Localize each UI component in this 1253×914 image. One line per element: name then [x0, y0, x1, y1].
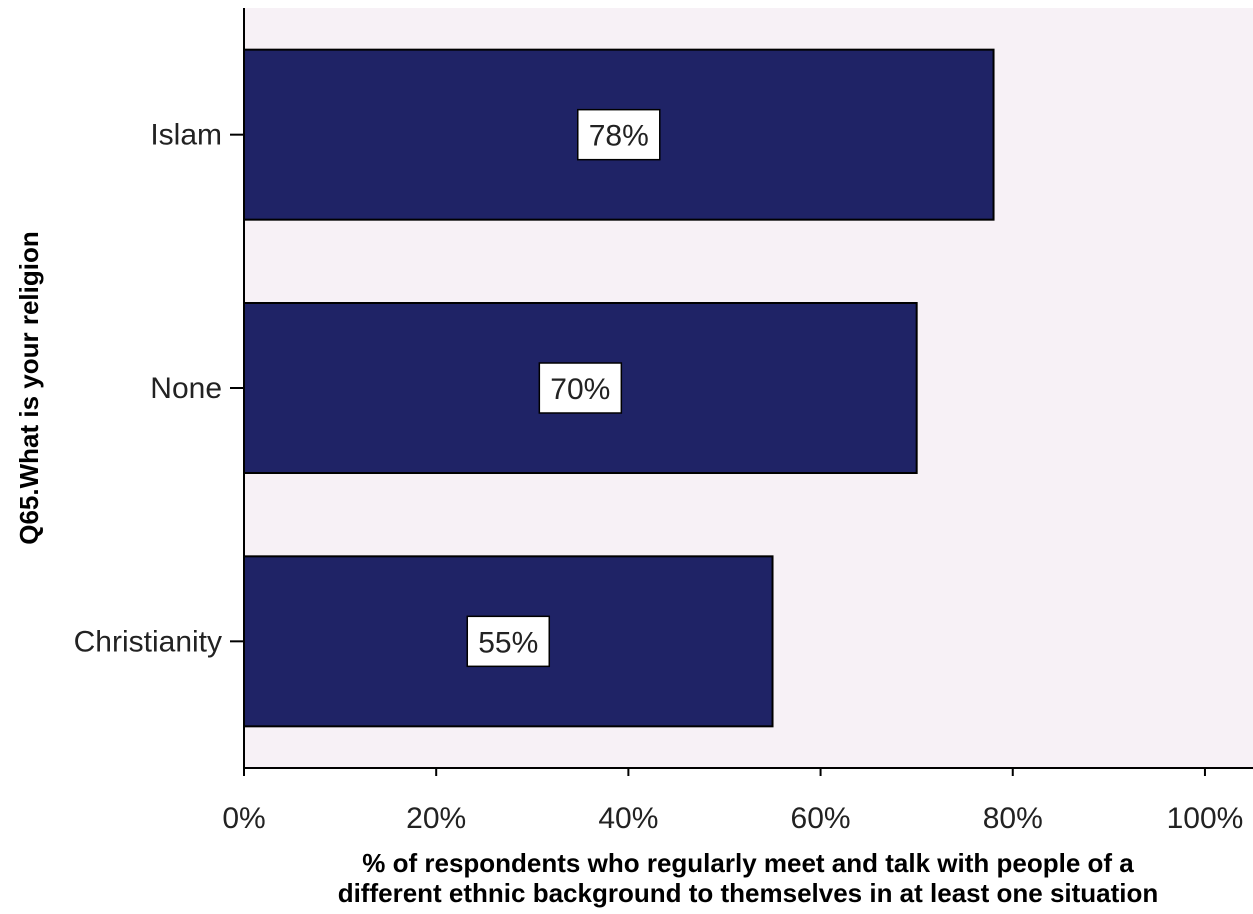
data-labels-layer: 78% 70% 55%	[466, 108, 661, 668]
x-tick-label: 20%	[406, 802, 466, 835]
x-tick-label: 100%	[1167, 802, 1244, 835]
y-axis-title: Q65.What is your religion	[14, 231, 44, 545]
category-label: Christianity	[74, 625, 222, 658]
data-label-box	[538, 362, 623, 414]
x-tick-label: 0%	[222, 802, 265, 835]
x-tick-label: 60%	[791, 802, 851, 835]
category-label: Islam	[150, 119, 222, 152]
x-tick-label: 80%	[983, 802, 1043, 835]
data-label-box	[577, 108, 661, 161]
data-label: 70%	[550, 373, 610, 406]
x-axis-title-line-2: different ethnic background to themselve…	[338, 878, 1159, 908]
data-label: 55%	[478, 626, 538, 659]
x-ticks-layer: 0% 20% 40% 60% 80% 100%	[222, 768, 1243, 835]
y-ticks-layer: Islam None Christianity	[74, 119, 244, 658]
x-axis-title-line-1: % of respondents who regularly meet and …	[362, 848, 1134, 878]
x-tick-label: 40%	[598, 802, 658, 835]
data-label: 78%	[589, 120, 649, 153]
data-label-box	[466, 615, 551, 668]
category-label: None	[150, 372, 222, 405]
